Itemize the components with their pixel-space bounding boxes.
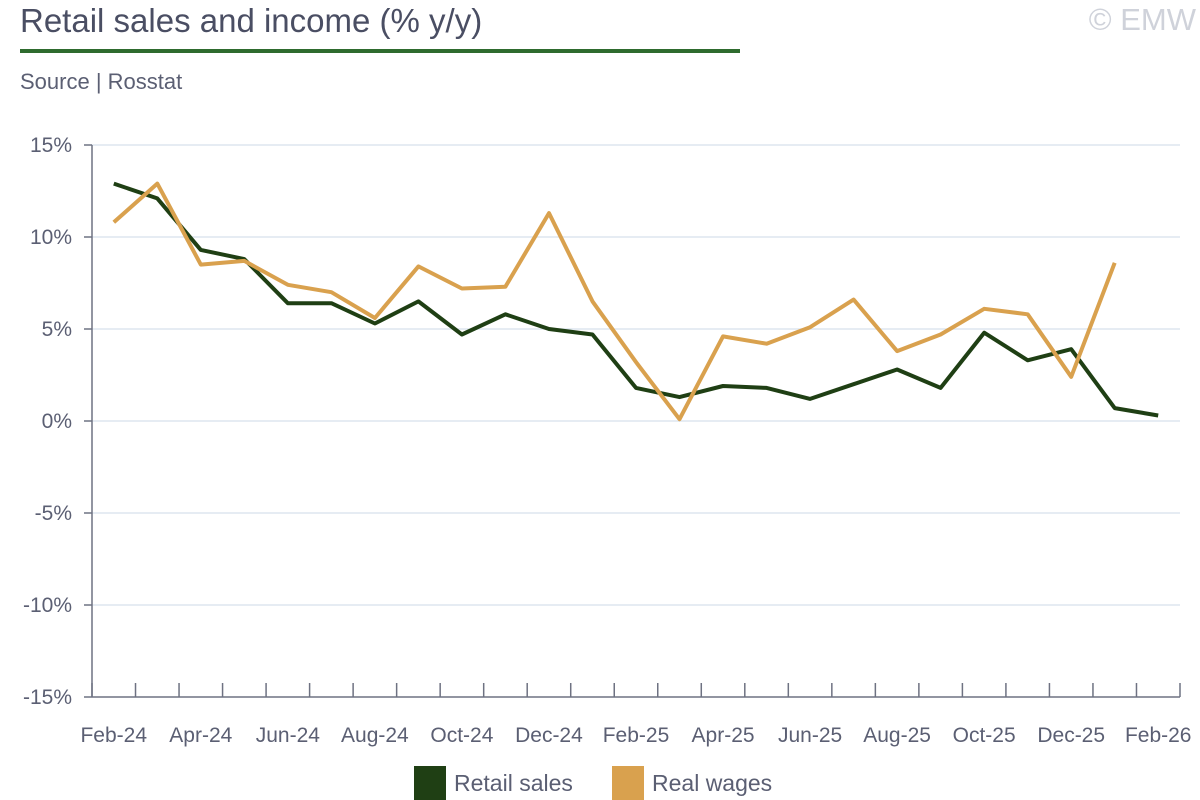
x-tick-label: Aug-24 <box>341 724 409 747</box>
x-tick-labels: Feb-24 Apr-24 Jun-24 Aug-24 Oct-24 Dec-24 Feb-… <box>80 724 1191 747</box>
legend-item-retail-sales: Retail sales <box>414 766 573 800</box>
series-line-real-wages <box>112 181 1117 422</box>
x-tick-label: Feb-26 <box>1125 724 1192 747</box>
legend-swatch-retail-sales <box>414 766 446 800</box>
y-tick-label: 5% <box>42 318 72 341</box>
gridlines <box>92 144 1180 606</box>
y-tick-label: -15% <box>23 686 72 709</box>
y-tick-labels: 15% 10% 5% 0% -5% -10% -15% <box>23 134 72 709</box>
x-tick-label: Apr-24 <box>169 724 232 747</box>
title-underline <box>20 49 740 53</box>
y-tick-label: 10% <box>30 226 72 249</box>
x-tick-label: Feb-24 <box>80 724 147 747</box>
chart-title: Retail sales and income (% y/y) <box>20 2 483 39</box>
x-tick-label: Aug-25 <box>863 724 931 747</box>
legend: Retail sales Real wages <box>0 766 1200 800</box>
x-tick-label: Feb-25 <box>603 724 670 747</box>
y-tick-label: -5% <box>35 502 72 525</box>
y-tick-label: 0% <box>42 410 72 433</box>
y-tick-label: -10% <box>23 594 72 617</box>
x-tick-label: Apr-25 <box>692 724 755 747</box>
x-tick-label: Oct-24 <box>430 724 493 747</box>
legend-swatch-real-wages <box>612 766 644 800</box>
y-tick-label: 15% <box>30 134 72 157</box>
copyright-watermark: © EMW <box>1088 2 1196 37</box>
legend-label-retail-sales: Retail sales <box>454 769 573 796</box>
legend-label-real-wages: Real wages <box>652 769 773 796</box>
source-note: Source | Rosstat <box>20 69 183 94</box>
x-tick-label: Dec-24 <box>515 724 583 747</box>
axes <box>84 144 1181 698</box>
legend-item-real-wages: Real wages <box>612 766 772 800</box>
series-line-retail-sales <box>113 181 1159 418</box>
series-lines <box>112 181 1159 422</box>
x-tick-label: Dec-25 <box>1037 724 1105 747</box>
x-tick-label: Jun-24 <box>256 724 321 747</box>
x-tick-label: Jun-25 <box>778 724 842 747</box>
x-tick-label: Oct-25 <box>953 724 1016 747</box>
line-chart: 15% 10% 5% 0% -5% -10% -15% Feb-24 Apr-24 Jun-24… <box>23 134 1192 747</box>
